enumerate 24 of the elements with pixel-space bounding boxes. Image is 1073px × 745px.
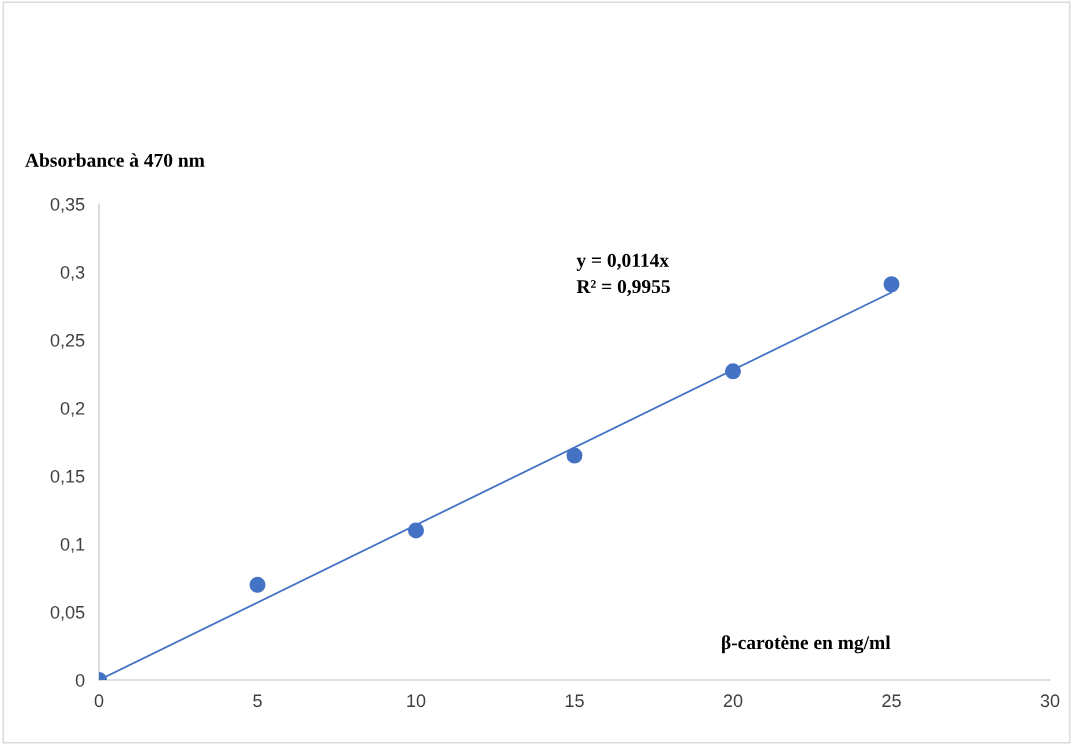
- x-tick-label: 20: [723, 694, 743, 708]
- point: [566, 447, 583, 464]
- y-tick-label: 0,25: [50, 333, 85, 349]
- point: [408, 522, 424, 539]
- x-axis-title: β-carotène en mg/ml: [722, 635, 891, 654]
- x-tick-label: 5: [253, 694, 262, 708]
- x-tick-label: 0: [94, 694, 104, 708]
- point: [883, 276, 900, 293]
- x-tick-label: 25: [882, 694, 901, 708]
- annotation: R² = 0,9955: [576, 280, 670, 296]
- point: [249, 576, 266, 593]
- y-tick-label: 0,1: [60, 537, 85, 553]
- y-tick-label: 0,05: [50, 605, 85, 621]
- x-tick-label: 30: [1040, 694, 1060, 708]
- x-tick-label: 15: [565, 694, 584, 708]
- annotation: y = 0,0114x: [576, 253, 669, 271]
- y-tick-label: 0: [75, 673, 85, 687]
- x-tick-label: 10: [407, 694, 426, 708]
- y-tick-label: 0,3: [60, 265, 85, 281]
- y-axis-title: Absorbance à 470 nm: [25, 153, 205, 167]
- y-tick-label: 0,2: [60, 401, 85, 417]
- y-tick-label: 0,35: [50, 197, 85, 213]
- point: [725, 363, 741, 380]
- y-tick-label: 0,15: [50, 469, 85, 485]
